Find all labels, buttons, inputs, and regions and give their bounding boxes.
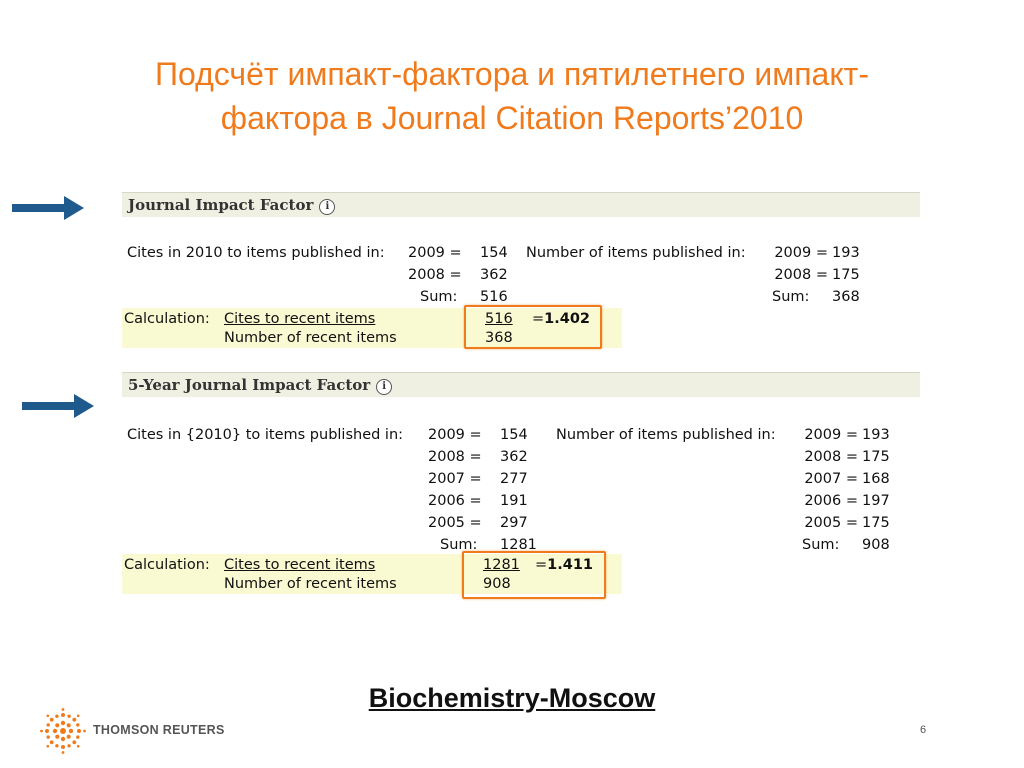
jif5-items-value: 168 (862, 471, 890, 487)
jif-items-year: 2008 = (774, 267, 828, 283)
jif-header-title: Journal Impact Factor (128, 196, 314, 214)
jif5-items-year: 2009 = (804, 427, 858, 443)
jif5-section-header: 5-Year Journal Impact Factor i (122, 372, 920, 397)
jif-calc-denominator: 368 (485, 330, 513, 346)
thomson-reuters-logo (40, 708, 86, 754)
right-arrow-icon (12, 196, 84, 220)
jif5-cites-year: 2005 = (428, 515, 482, 531)
jif-cites-label: Cites in 2010 to items published in: (127, 245, 385, 261)
jif5-cites-year: 2006 = (428, 493, 482, 509)
jif-calc-label: Calculation: (124, 311, 210, 327)
jif-calc-result: =1.402 (532, 311, 591, 327)
jif5-header-title: 5-Year Journal Impact Factor (128, 376, 371, 394)
jif-items-value: 175 (832, 267, 860, 283)
jif-items-value: 193 (832, 245, 860, 261)
jif5-cites-recent-link[interactable]: Cites to recent items (224, 557, 376, 573)
jif5-items-value: 175 (862, 515, 890, 531)
jif5-items-value: 197 (862, 493, 890, 509)
slide-title-line-2: фактора в Journal Citation Reports’2010 (220, 100, 804, 136)
jif5-cites-year: 2008 = (428, 449, 482, 465)
jif5-cites-year: 2009 = (428, 427, 482, 443)
jif-cites-year: 2008 = (408, 267, 462, 283)
jif-items-year: 2009 = (774, 245, 828, 261)
slide-title-line-1: Подсчёт импакт-фактора и пятилетнего имп… (155, 56, 869, 92)
jif5-cites-value: 362 (500, 449, 528, 465)
jif5-calc-denominator: 908 (483, 576, 511, 592)
jif5-cites-value: 154 (500, 427, 528, 443)
jif5-items-year: 2005 = (804, 515, 858, 531)
jif5-recent-items-label: Number of recent items (224, 576, 397, 592)
jif5-items-value: 175 (862, 449, 890, 465)
info-icon[interactable]: i (319, 199, 336, 215)
jif-calculation-area (122, 308, 622, 348)
page-number: 6 (920, 724, 927, 736)
jif5-items-year: 2006 = (804, 493, 858, 509)
jif5-cites-value: 277 (500, 471, 528, 487)
slide-title: Подсчёт импакт-фактора и пятилетнего имп… (40, 52, 984, 140)
jif5-items-label: Number of items published in: (556, 427, 776, 443)
jif5-cites-sum-label: Sum: (440, 537, 478, 553)
jif-cites-recent-link[interactable]: Cites to recent items (224, 311, 376, 327)
highlight-box (462, 551, 606, 599)
jif5-items-year: 2008 = (804, 449, 858, 465)
jif-calc-numerator: 516 (485, 311, 513, 327)
info-icon[interactable]: i (376, 379, 393, 395)
jif5-calc-label: Calculation: (124, 557, 210, 573)
jif5-cites-value: 191 (500, 493, 528, 509)
jif-recent-items-label: Number of recent items (224, 330, 397, 346)
jif-items-sum-label: Sum: (772, 289, 810, 305)
jif5-items-value: 193 (862, 427, 890, 443)
jif-cites-sum: 516 (480, 289, 508, 305)
jif-items-label: Number of items published in: (526, 245, 746, 261)
jif5-cites-sum: 1281 (500, 537, 537, 553)
journal-name: Biochemistry-Moscow (368, 683, 656, 713)
jif5-cites-label: Cites in {2010} to items published in: (127, 427, 404, 443)
jif-items-sum: 368 (832, 289, 860, 305)
jif-cites-value: 154 (480, 245, 508, 261)
jif5-calc-numerator: 1281 (483, 557, 520, 573)
jif5-items-sum-label: Sum: (802, 537, 840, 553)
right-arrow-icon (22, 394, 94, 418)
logo-text: THOMSON REUTERS (93, 723, 225, 737)
jif-cites-sum-label: Sum: (420, 289, 458, 305)
jif5-calculation-area (122, 554, 622, 594)
jif-cites-year: 2009 = (408, 245, 462, 261)
jif-section-header: Journal Impact Factor i (122, 192, 920, 217)
jif5-items-sum: 908 (862, 537, 890, 553)
jif5-cites-year: 2007 = (428, 471, 482, 487)
jif-cites-value: 362 (480, 267, 508, 283)
jif5-calc-result: =1.411 (535, 557, 594, 573)
jif5-cites-value: 297 (500, 515, 528, 531)
jif5-items-year: 2007 = (804, 471, 858, 487)
highlight-box (464, 305, 602, 349)
